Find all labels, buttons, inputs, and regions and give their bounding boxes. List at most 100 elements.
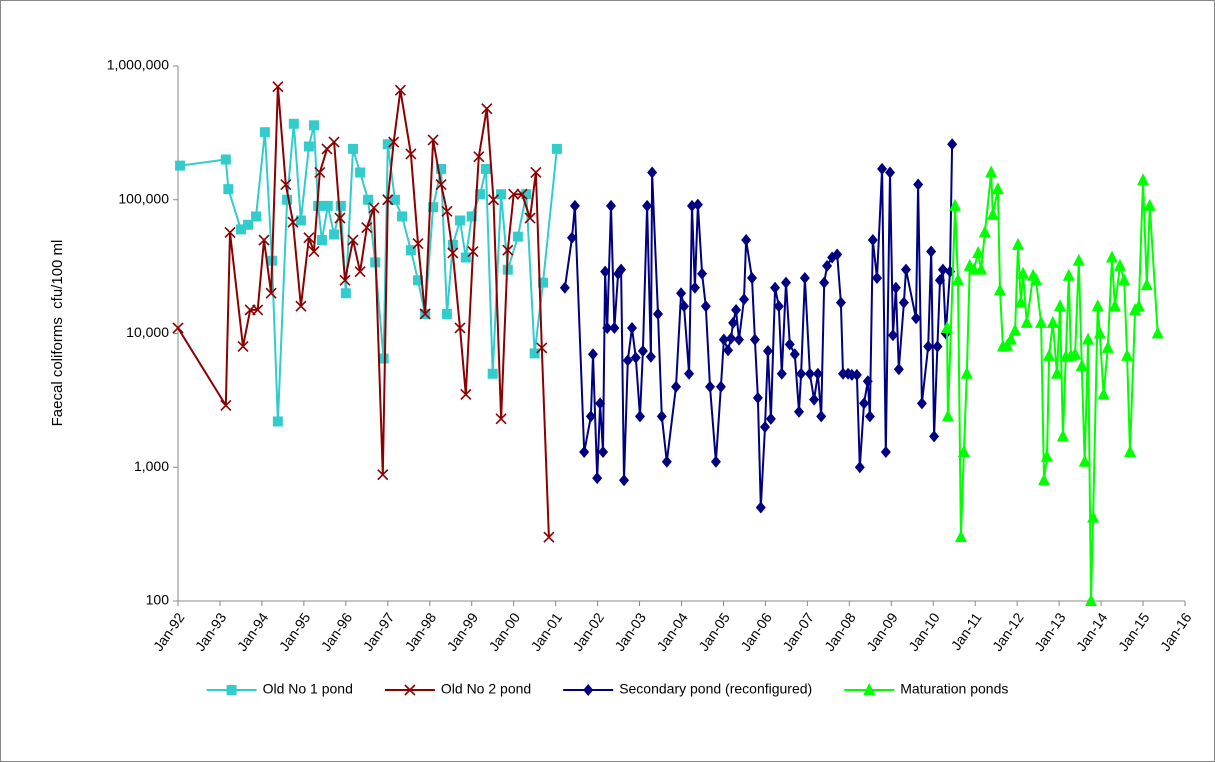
marker [322,200,333,211]
marker [237,340,249,353]
marker [1105,250,1118,263]
marker [993,283,1006,296]
marker [954,530,967,543]
marker [585,410,596,423]
marker [529,348,540,359]
marker [723,344,734,357]
marker [1014,295,1027,308]
marker [436,163,447,174]
marker [759,420,770,433]
marker [1078,454,1091,467]
marker [405,245,416,256]
marker [765,412,776,425]
marker [718,333,729,346]
marker [340,288,351,299]
marker [1053,299,1066,312]
marker [394,84,406,96]
marker [335,200,346,211]
marker [251,211,262,222]
marker [569,199,580,212]
marker [637,344,648,357]
marker [864,410,875,423]
marker [770,281,781,294]
legend-label: Secondary pond (reconfigured) [619,681,812,697]
marker [762,344,773,357]
marker [898,296,909,309]
y-tick-label: 100 [146,592,170,608]
marker [941,409,954,422]
marker [1118,273,1131,286]
marker [609,321,620,334]
marker [543,531,555,543]
marker [862,375,873,388]
marker [1143,198,1156,211]
marker [378,353,389,364]
marker [495,413,507,425]
legend: Old No 1 pond Old No 2 pond Secondary pond… [206,681,1008,697]
marker [308,245,320,258]
marker [295,300,307,312]
marker [679,300,690,313]
marker [354,266,366,278]
marker [1020,315,1033,328]
marker [1108,299,1121,312]
marker [911,312,922,325]
marker [642,199,653,212]
marker [389,194,400,205]
marker [1009,323,1022,336]
marker [731,303,742,316]
marker [647,166,658,179]
marker [295,215,306,226]
marker [739,293,750,306]
marker [854,461,865,474]
marker [846,368,857,381]
marker [923,340,934,353]
marker [630,351,641,364]
marker [1137,173,1150,186]
marker [1038,473,1051,486]
marker [838,367,849,380]
marker [579,446,590,459]
marker [728,316,739,329]
marker [1085,594,1098,606]
marker [419,308,431,320]
marker [1062,268,1075,281]
marker [314,166,326,179]
marker [705,380,716,393]
marker [634,410,645,423]
marker [480,163,491,174]
marker [1069,347,1082,360]
marker [329,229,340,240]
marker [809,393,820,406]
marker [413,275,424,286]
marker [822,259,833,272]
marker [252,304,264,316]
marker [793,405,804,418]
marker [872,271,883,284]
marker [972,245,985,258]
marker [551,143,562,154]
marker [1072,253,1085,266]
marker [1017,266,1030,279]
marker [1097,387,1110,400]
marker [460,252,471,263]
marker [441,205,453,217]
marker [880,446,891,459]
marker [622,354,633,367]
marker [1101,340,1114,353]
marker [926,245,937,258]
marker [435,178,447,191]
legend-marker [226,685,237,695]
y-tick-label: 1,000,000 [107,57,169,73]
marker [508,188,520,200]
marker [303,141,314,152]
marker [616,263,627,276]
marker [746,271,757,284]
marker [339,274,351,286]
marker [1051,366,1064,379]
marker [536,342,548,354]
marker [1091,299,1104,312]
marker [516,188,528,200]
y-tick-label: 100,000 [118,190,169,206]
